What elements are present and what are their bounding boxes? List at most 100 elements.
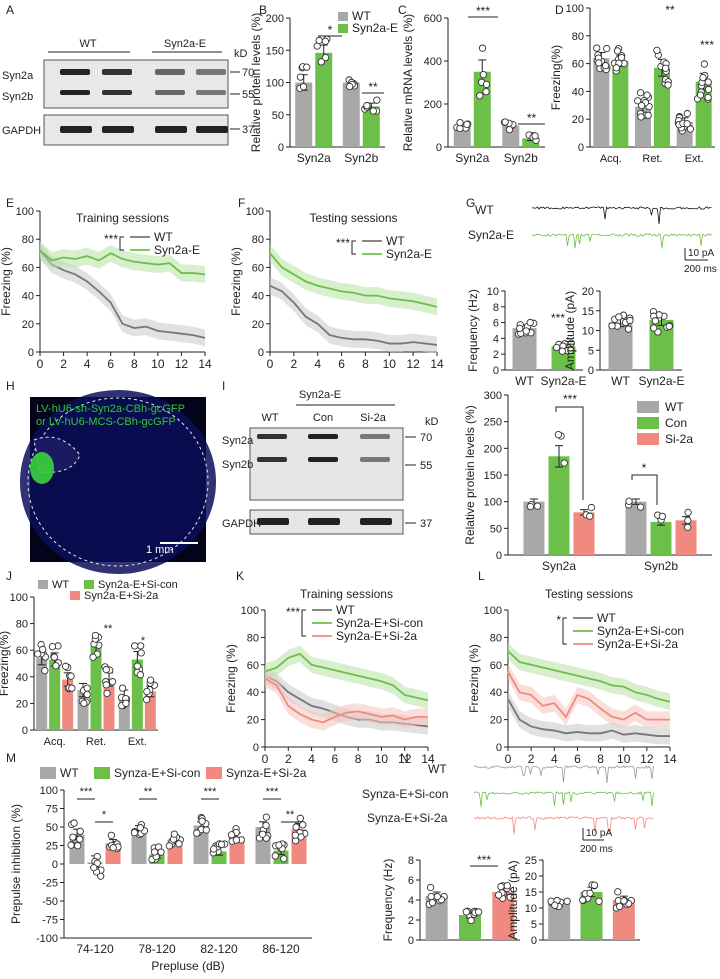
L-x-tick-label: 2 xyxy=(528,752,535,766)
J-data-point xyxy=(48,642,57,651)
G-trace-label: Syn2a-E xyxy=(468,228,514,242)
N2-data-point xyxy=(620,897,628,905)
G-trace-syn xyxy=(531,233,712,249)
J-data-point xyxy=(68,684,76,692)
F-series-line xyxy=(269,284,438,346)
J-data-point xyxy=(102,665,110,674)
C-x-tick-label: Syn2a xyxy=(455,151,489,165)
D-data-point xyxy=(683,109,691,118)
I-data-point xyxy=(533,502,542,510)
M-data-point xyxy=(165,842,174,850)
G2-x-tick-label: WT xyxy=(611,374,630,388)
L-x-tick-label: 14 xyxy=(663,752,677,766)
J-data-point xyxy=(103,689,111,698)
blotI-group-label: Syn2a-E xyxy=(299,389,341,401)
I-data-point xyxy=(526,502,535,511)
D-y-tick-label: 60 xyxy=(572,59,584,71)
N1-y-tick-label: 2 xyxy=(408,915,414,927)
F-y-tick-label: 40 xyxy=(252,291,264,303)
panel-letter-E: E xyxy=(6,196,14,210)
D-data-point xyxy=(700,60,708,68)
blotA-marker: 37 xyxy=(242,124,254,136)
J-legend-swatch xyxy=(70,591,80,600)
I-y-tick-label: 250 xyxy=(484,417,502,429)
M-data-point xyxy=(296,814,304,822)
F-x-tick-label: 4 xyxy=(314,357,321,371)
N1-y-tick-label: 0 xyxy=(408,935,414,947)
N-trace-label: Synza-E+Si-2a xyxy=(367,811,448,825)
G1-x-tick-label: WT xyxy=(515,374,534,388)
F-sig-label: *** xyxy=(336,236,350,250)
I-sig-bracket xyxy=(631,474,658,505)
D-y-tick-label: 80 xyxy=(572,31,584,43)
G1-sig-label: *** xyxy=(551,311,565,325)
J-data-point xyxy=(80,699,88,707)
K-sig-label: *** xyxy=(286,605,300,619)
M-data-point xyxy=(150,848,159,856)
G1-data-point xyxy=(522,327,530,335)
F-title: Testing sessions xyxy=(309,211,397,225)
K-legend-label: WT xyxy=(336,603,355,617)
I-bar xyxy=(548,456,570,555)
G1-data-point xyxy=(567,346,575,355)
J-data-point xyxy=(67,672,75,680)
M-data-point xyxy=(69,833,77,841)
L-y-label: Freezing (%) xyxy=(467,644,481,713)
N2-data-point xyxy=(563,897,571,905)
blotI-row-label: GAPDH xyxy=(222,518,261,530)
E-x-tick-label: 4 xyxy=(84,357,91,371)
C-data-point xyxy=(476,92,484,100)
B-data-point xyxy=(321,53,330,62)
J-data-point xyxy=(122,699,130,707)
H-scale-label: 1 mm xyxy=(146,544,174,556)
L-y-tick-label: 0 xyxy=(496,742,502,754)
F-x-tick-label: 0 xyxy=(267,357,274,371)
M-legend-label: WT xyxy=(60,766,79,780)
M-data-point xyxy=(291,831,299,839)
K-y-tick-label: 80 xyxy=(247,632,259,644)
L-x-tick-label: 0 xyxy=(505,752,512,766)
L-series-line xyxy=(507,698,670,737)
N-trace-sicon xyxy=(473,790,654,807)
M-y-tick-label: -50 xyxy=(42,896,58,908)
L-sig-label: * xyxy=(556,613,561,627)
blotA-band-syn2b xyxy=(60,90,90,95)
F-x-tick-label: 10 xyxy=(383,357,397,371)
L-x-tick-label: 4 xyxy=(551,752,558,766)
I-y-tick-label: 150 xyxy=(484,470,502,482)
J-legend-label: WT xyxy=(52,579,69,591)
J-sig-label: * xyxy=(141,635,146,647)
D-data-point xyxy=(686,125,695,133)
J-data-point xyxy=(83,684,91,692)
F-series-band xyxy=(270,244,437,316)
D-data-point xyxy=(653,46,661,55)
J-data-point xyxy=(52,662,60,670)
J-bar xyxy=(144,691,156,730)
D-y-tick-label: 40 xyxy=(572,86,584,98)
blotI-marker: 37 xyxy=(420,518,432,530)
N2-data-point xyxy=(590,881,599,889)
N2-data-point xyxy=(595,897,603,905)
I-y-tick-label: 200 xyxy=(484,443,502,455)
G1-data-point xyxy=(552,343,561,352)
M-x-tick-label: 82-120 xyxy=(200,942,238,956)
J-data-point xyxy=(146,676,155,684)
J-bar xyxy=(62,679,74,730)
K-x-tick-label: 14 xyxy=(421,752,435,766)
I-bar xyxy=(573,512,595,555)
K-y-tick-label: 20 xyxy=(247,715,259,727)
G-trace-wt xyxy=(531,206,712,225)
G2-y-tick-label: 5 xyxy=(588,345,594,357)
G2-data-point xyxy=(624,325,633,333)
D-data-point xyxy=(683,120,691,128)
I-y-tick-label: 100 xyxy=(484,497,502,509)
N1-data-point xyxy=(427,892,435,901)
L-legend-label: Syn2a-E+Si-2a xyxy=(597,637,678,651)
D-data-point xyxy=(696,91,705,99)
N-scale-x-label: 200 ms xyxy=(580,844,613,855)
M-data-point xyxy=(70,819,78,827)
N2-data-point xyxy=(579,896,587,904)
L-x-tick-label: 12 xyxy=(640,752,654,766)
blotA-band-syn2a xyxy=(155,69,185,75)
K-title: Training sessions xyxy=(300,587,393,601)
